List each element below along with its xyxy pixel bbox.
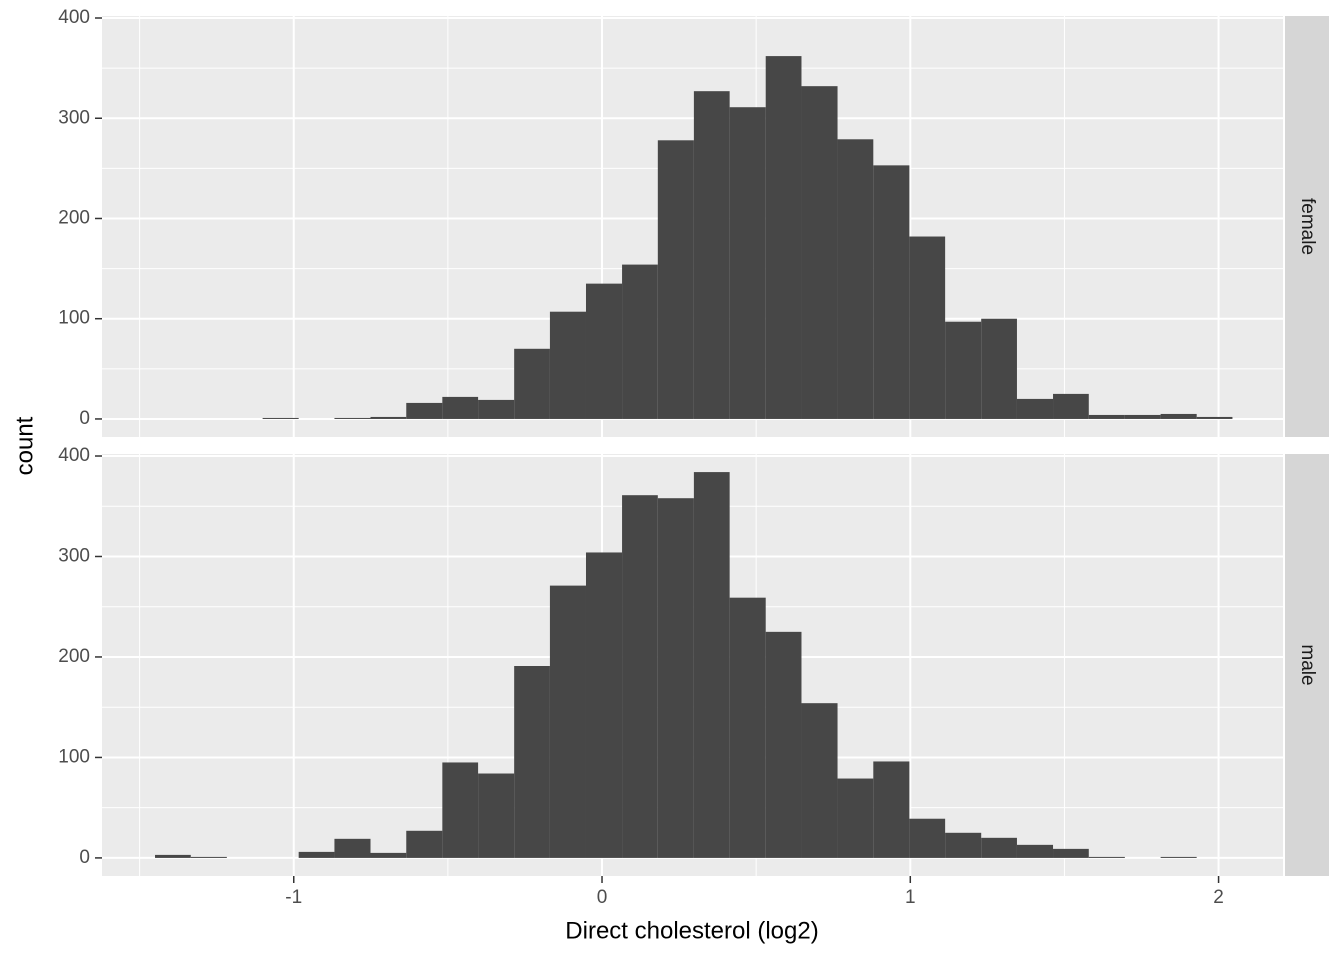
bar — [837, 778, 874, 858]
bar — [657, 140, 694, 419]
x-tick-label: 2 — [1213, 887, 1224, 908]
bar — [478, 773, 515, 858]
bar — [693, 91, 730, 419]
bar — [873, 761, 910, 858]
x-axis-title: Direct cholesterol (log2) — [565, 917, 818, 944]
strip-label: male — [1297, 644, 1318, 685]
x-tick-label: 0 — [597, 887, 608, 908]
y-tick-label: 400 — [58, 445, 90, 466]
bar — [622, 264, 658, 419]
y-tick-label: 0 — [79, 847, 90, 868]
y-tick-label: 0 — [79, 408, 90, 429]
bar — [549, 311, 586, 419]
bar — [981, 837, 1017, 858]
bar — [1160, 413, 1197, 419]
bar — [442, 762, 479, 858]
bar — [334, 838, 371, 858]
bar — [190, 856, 227, 858]
bar — [622, 495, 658, 858]
bar — [1124, 414, 1161, 419]
x-tick-label: -1 — [285, 887, 302, 908]
bar — [909, 236, 946, 419]
bar — [334, 417, 371, 419]
bar — [514, 666, 550, 858]
y-axis-title: count — [11, 416, 38, 475]
bar — [801, 703, 838, 858]
bar — [1088, 414, 1125, 419]
bar — [981, 318, 1017, 419]
bar — [1196, 416, 1233, 419]
bar — [370, 852, 407, 858]
y-tick-label: 100 — [58, 746, 90, 767]
y-tick-label: 200 — [58, 207, 90, 228]
bar — [1160, 856, 1197, 858]
y-tick-label: 100 — [58, 308, 90, 329]
bar — [909, 818, 946, 858]
bar — [585, 552, 623, 858]
y-tick-label: 400 — [58, 7, 90, 28]
bar — [370, 416, 407, 419]
bar — [837, 139, 874, 419]
bar — [478, 399, 515, 419]
y-tick-label: 200 — [58, 646, 90, 667]
bar — [801, 86, 838, 419]
y-tick-label: 300 — [58, 107, 90, 128]
bar — [262, 417, 299, 419]
bar — [693, 472, 730, 858]
bar — [298, 851, 335, 858]
bar — [155, 854, 191, 858]
bar — [945, 321, 982, 419]
bar — [657, 498, 694, 858]
bar — [514, 348, 550, 419]
bar — [765, 56, 802, 419]
bar — [585, 283, 623, 419]
bar — [549, 585, 586, 858]
bar — [729, 597, 766, 858]
strip-background — [1285, 16, 1329, 437]
bar — [765, 631, 802, 858]
bar — [873, 165, 910, 419]
strip-background — [1285, 454, 1329, 876]
bar — [406, 402, 443, 419]
x-tick-label: 1 — [905, 887, 916, 908]
bar — [1053, 848, 1089, 858]
strip-label: female — [1297, 198, 1318, 255]
y-tick-label: 300 — [58, 546, 90, 567]
bar — [1053, 393, 1089, 419]
bar — [1016, 398, 1054, 419]
bar — [406, 830, 443, 858]
bar — [945, 832, 982, 858]
bar — [729, 107, 766, 419]
bar — [1088, 856, 1125, 858]
bar — [442, 396, 479, 419]
bar — [1016, 844, 1054, 858]
